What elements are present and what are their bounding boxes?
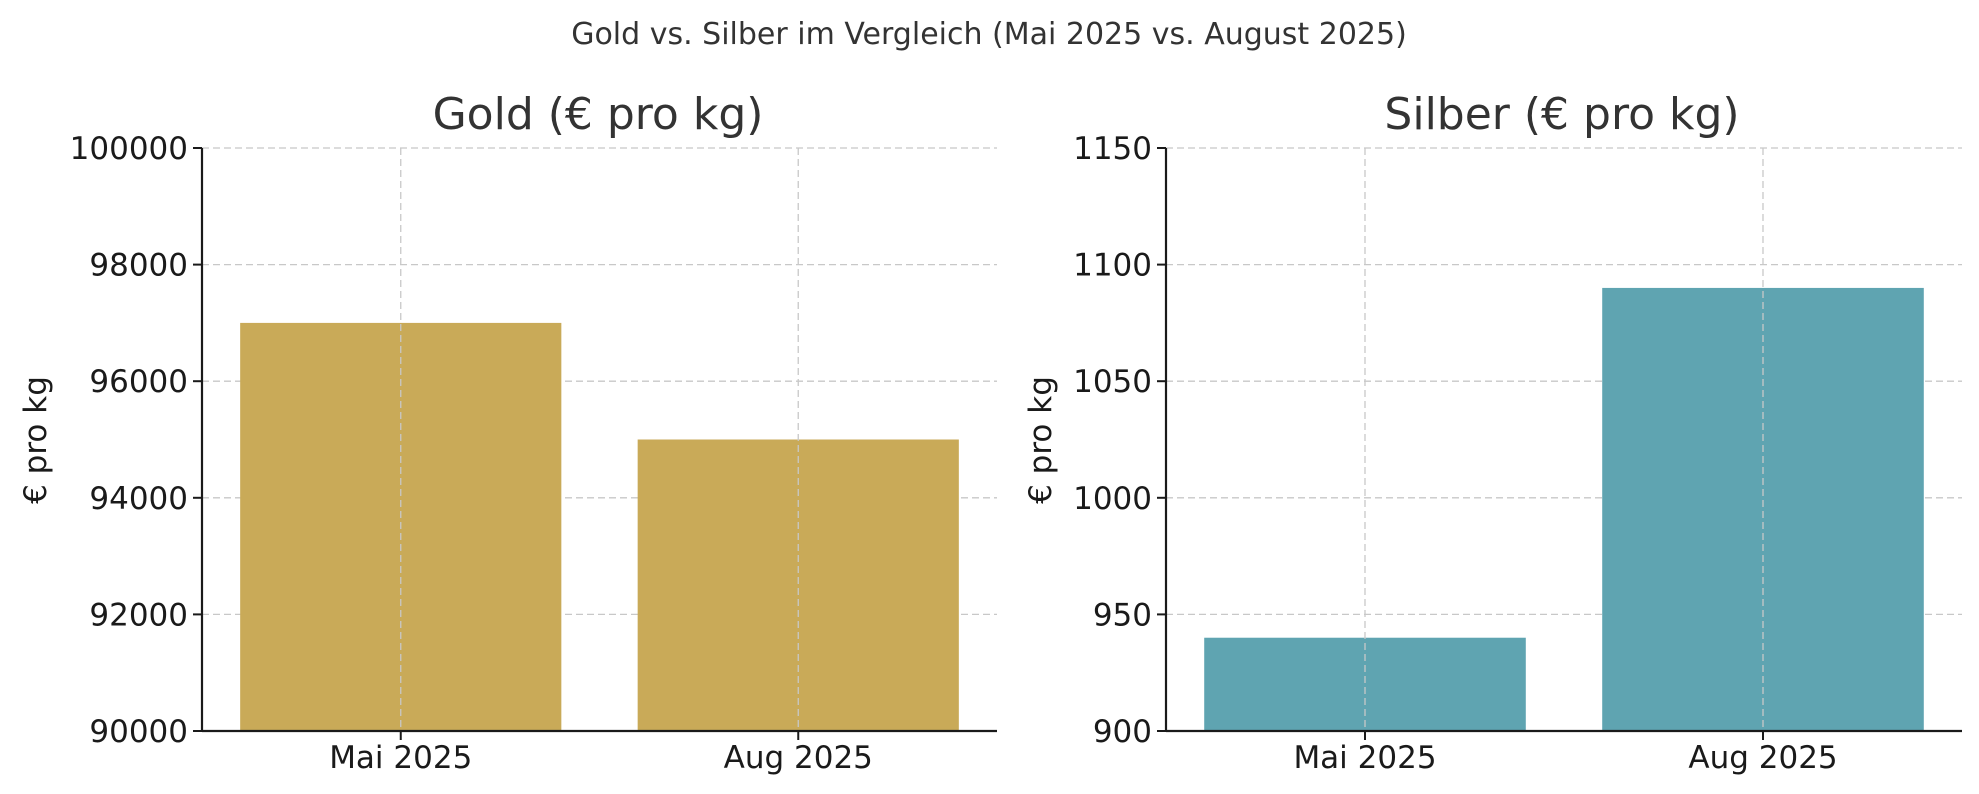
silver-x-tick-label: Aug 2025 [1688, 740, 1837, 776]
silver-bar-1 [1204, 637, 1526, 731]
silver-x-ticks: Mai 2025 Aug 2025 [1293, 731, 1838, 776]
silver-axes [1164, 148, 1962, 733]
silver-chart-title: Silber (€ pro kg) [1384, 89, 1739, 140]
silver-y-tick-label: 1100 [1073, 248, 1152, 284]
gold-y-tick-label: 96000 [89, 364, 188, 400]
silver-y-ticks: 900 950 1000 1050 1100 1150 [1073, 131, 1166, 750]
gold-y-tick-label: 92000 [89, 597, 188, 633]
gold-y-tick-label: 90000 [89, 714, 188, 750]
gold-y-tick-label: 100000 [70, 131, 188, 167]
gold-y-tick-label: 98000 [89, 248, 188, 284]
gold-y-tick-label: 94000 [89, 481, 188, 517]
gold-chart: Gold (€ pro kg) 90000 92000 94000 96000 9800… [18, 89, 997, 776]
figure-title: Gold vs. Silber im Vergleich (Mai 2025 v… [571, 17, 1407, 52]
gold-x-tick-label: Mai 2025 [329, 740, 472, 776]
gold-bars [240, 322, 959, 731]
gold-x-ticks: Mai 2025 Aug 2025 [329, 731, 873, 776]
silver-y-tick-label: 900 [1093, 714, 1152, 750]
silver-bars [1204, 287, 1924, 731]
silver-y-tick-label: 1150 [1073, 131, 1152, 167]
silver-bar-2 [1602, 287, 1924, 731]
silver-chart: Silber (€ pro kg) 900 950 1000 1050 1100 1150… [1023, 89, 1962, 776]
silver-y-tick-label: 950 [1093, 597, 1152, 633]
gold-y-ticks: 90000 92000 94000 96000 98000 100000 [70, 131, 202, 750]
silver-y-tick-label: 1050 [1073, 364, 1152, 400]
gold-x-tick-label: Aug 2025 [724, 740, 873, 776]
silver-y-tick-label: 1000 [1073, 481, 1152, 517]
silver-x-tick-label: Mai 2025 [1293, 740, 1436, 776]
silver-y-axis-label: € pro kg [1023, 376, 1059, 504]
gold-axes [200, 148, 997, 733]
gold-chart-title: Gold (€ pro kg) [433, 89, 764, 140]
gold-y-axis-label: € pro kg [18, 376, 54, 504]
